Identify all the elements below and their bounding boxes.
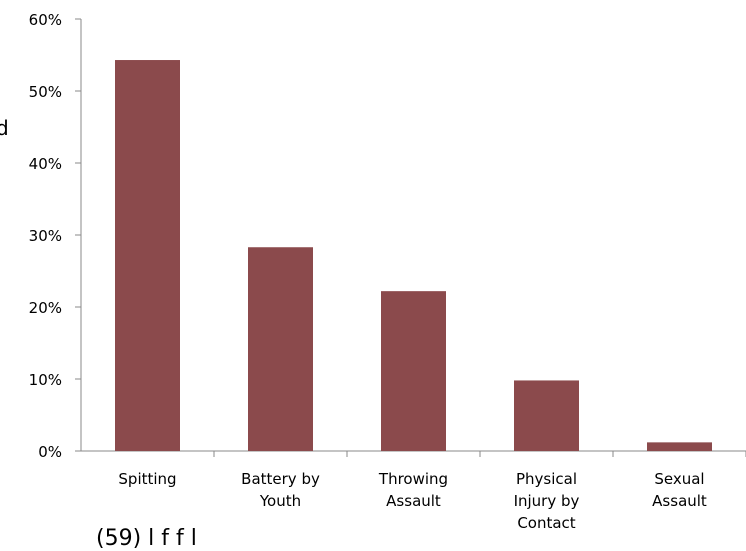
y-tick-label: 10% — [29, 371, 62, 389]
bar — [514, 380, 579, 451]
x-category-label: Youth — [259, 492, 301, 510]
x-category-label: Physical — [516, 470, 577, 488]
x-category-label: Battery by — [241, 470, 320, 488]
x-category-label: Assault — [652, 492, 707, 510]
y-axis-label-fragment: d — [0, 116, 9, 140]
y-tick-label: 0% — [38, 443, 62, 461]
plot-area: 0% 10% 20% 30% 40% 50% 60% Spitting Battery by Yo… — [29, 11, 746, 532]
y-tick-label: 30% — [29, 227, 62, 245]
y-tick-label: 20% — [29, 299, 62, 317]
bar — [115, 60, 180, 451]
x-category-label: Throwing — [378, 470, 448, 488]
bar — [381, 291, 446, 451]
y-tick-label: 50% — [29, 83, 62, 101]
footer-text-fragment: (59) l f f l — [96, 526, 197, 551]
bar — [248, 247, 313, 451]
x-category-label: Assault — [386, 492, 441, 510]
x-category-label: Contact — [517, 514, 575, 532]
x-category-label: Injury by — [514, 492, 580, 510]
x-category-label: Sexual — [654, 470, 704, 488]
bar — [647, 442, 712, 451]
y-tick-label: 40% — [29, 155, 62, 173]
x-category-label: Spitting — [118, 470, 176, 488]
y-tick-label: 60% — [29, 11, 62, 29]
